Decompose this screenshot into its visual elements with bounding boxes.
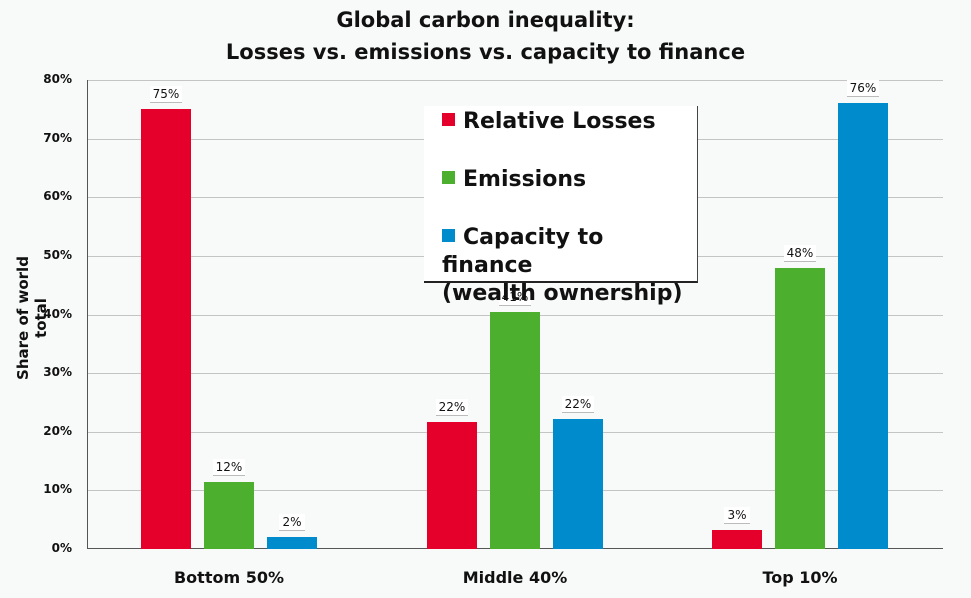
data-label: 48%	[775, 244, 825, 262]
data-label: 75%	[141, 86, 191, 104]
x-category-label: Top 10%	[762, 568, 838, 587]
data-label: 3%	[712, 506, 762, 524]
green-swatch-icon	[442, 171, 455, 184]
data-label: 22%	[427, 399, 477, 417]
data-label: 41%	[490, 288, 540, 306]
y-tick-label: 60%	[43, 189, 72, 204]
y-tick-label: 0%	[51, 541, 72, 555]
y-tick-label: 20%	[43, 423, 72, 438]
bar	[204, 481, 254, 549]
y-tick-label: 30%	[43, 365, 72, 380]
data-label: 12%	[204, 458, 254, 476]
y-tick-label: 50%	[43, 247, 72, 262]
gridline	[87, 80, 943, 81]
bar	[838, 103, 888, 549]
bar	[267, 537, 317, 549]
legend-item-capacity-to-finance: Capacity to finance (wealth ownership)	[442, 225, 683, 306]
y-tick-label: 70%	[43, 130, 72, 145]
x-category-label: Bottom 50%	[173, 568, 284, 587]
y-tick-label: 10%	[43, 482, 72, 497]
bar	[490, 311, 540, 549]
bar	[141, 109, 191, 549]
y-tick-label: 40%	[43, 306, 72, 321]
blue-swatch-icon	[442, 229, 455, 242]
red-swatch-icon	[442, 113, 455, 126]
legend: Relative Losses Emissions Capacity to fi…	[424, 106, 698, 306]
legend-item-emissions: Emissions	[442, 166, 586, 194]
x-category-label: Middle 40%	[462, 568, 568, 587]
legend-item-relative-losses: Relative Losses	[442, 108, 656, 136]
bar	[553, 419, 603, 549]
data-label: 22%	[553, 396, 603, 414]
bar	[427, 422, 477, 549]
bar	[712, 529, 762, 549]
bar	[775, 267, 825, 549]
chart-title: Global carbon inequality:	[336, 8, 635, 32]
data-label: 2%	[267, 514, 317, 532]
y-tick-label: 80%	[43, 72, 72, 86]
chart-subtitle: Losses vs. emissions vs. capacity to fin…	[225, 40, 746, 64]
data-label: 76%	[838, 80, 888, 98]
